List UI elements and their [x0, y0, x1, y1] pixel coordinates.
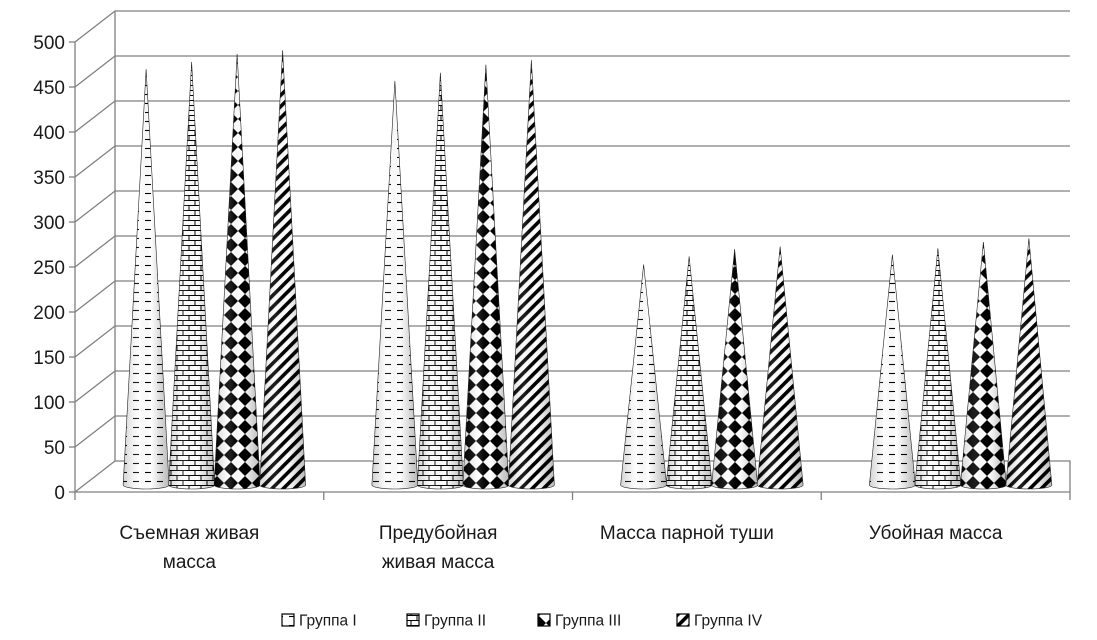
gridline — [74, 235, 1070, 268]
y-tick-label: 250 — [33, 258, 65, 279]
y-tick-label: 100 — [33, 393, 65, 414]
x-category-label-line: Убойная масса — [869, 523, 1003, 544]
x-category-label: Масса парной туши — [600, 523, 774, 544]
x-category-label-line: Съемная живая — [119, 523, 259, 544]
cone-bar — [756, 246, 804, 490]
cone-shading — [914, 248, 962, 490]
y-tick-label: 50 — [44, 438, 65, 459]
legend-label: Группа II — [424, 613, 486, 630]
legend-item: Группа I — [281, 613, 357, 630]
cone-shading — [508, 60, 555, 490]
legend-swatch — [281, 613, 295, 627]
cone-bar — [508, 60, 555, 490]
cone-bar — [213, 53, 261, 490]
cone-marks — [122, 50, 1053, 490]
gridline — [74, 145, 1070, 178]
legend-label: Группа I — [299, 613, 357, 630]
cone-bar — [711, 249, 758, 490]
cone-shading — [756, 246, 804, 490]
cone-bar — [620, 264, 667, 490]
y-tick-label: 350 — [33, 168, 65, 189]
cone-shading — [168, 61, 215, 490]
cone-bar — [665, 256, 713, 490]
legend-swatch — [406, 613, 420, 627]
cone-shading — [960, 241, 1007, 490]
y-axis-ticks: 0 50 100 150 200 250 300 350 400 450 500 — [33, 33, 1071, 504]
y-tick-label: 500 — [33, 33, 65, 54]
legend: Группа I Группа II Группа III Группа IV — [281, 613, 763, 630]
x-category-label-line: Масса парной туши — [600, 523, 774, 544]
gridline — [74, 10, 1070, 43]
cone-shading — [259, 50, 306, 490]
legend-label: Группа IV — [694, 613, 763, 630]
legend-swatch — [676, 613, 690, 627]
x-category-label-line: Предубойная — [379, 523, 498, 544]
y-tick-label: 450 — [33, 78, 65, 99]
x-category-label-line: живая масса — [382, 552, 495, 573]
x-category-label: Убойная масса — [869, 523, 1003, 544]
cone-bar — [371, 80, 419, 490]
gridline — [74, 100, 1070, 133]
gridline — [74, 55, 1070, 88]
cone-shading — [869, 254, 916, 490]
legend-item: Группа III — [537, 613, 621, 630]
cone-bar — [168, 61, 215, 490]
cone-shading — [213, 53, 261, 490]
y-tick-label: 150 — [33, 348, 65, 369]
cone-shading — [371, 80, 419, 490]
gridline — [74, 190, 1070, 223]
legend-label: Группа III — [555, 613, 621, 630]
cone-bar — [462, 64, 510, 490]
floor-outline — [74, 460, 1071, 493]
cone-bar — [869, 254, 916, 490]
y-tick-label: 200 — [33, 303, 65, 324]
x-axis-labels: Съемная живая масса Предубойная живая масса… — [119, 523, 1002, 573]
cone-bar — [914, 248, 962, 490]
cone-bar — [1005, 238, 1053, 490]
legend-item: Группа II — [406, 613, 486, 630]
y-tick-label: 400 — [33, 123, 65, 144]
cone-shading — [665, 256, 713, 490]
gridline — [74, 415, 1070, 448]
cone-bar — [960, 241, 1007, 490]
cone-shading — [122, 69, 170, 490]
legend-item: Группа IV — [676, 613, 763, 630]
legend-swatch — [537, 613, 551, 627]
gridline — [74, 280, 1070, 313]
x-category-label: Предубойная живая масса — [379, 523, 498, 573]
cone-shading — [462, 64, 510, 490]
x-category-label: Съемная живая масса — [119, 523, 259, 573]
y-tick-label: 0 — [54, 483, 65, 504]
cone-shading — [1005, 238, 1053, 490]
cone-shading — [711, 249, 758, 490]
cone-bar — [259, 50, 306, 490]
y-tick-label: 300 — [33, 213, 65, 234]
x-category-label-line: масса — [163, 552, 217, 573]
cone-shading — [620, 264, 667, 490]
gridline — [74, 370, 1070, 403]
cone-bar — [122, 69, 170, 490]
gridline — [74, 325, 1070, 358]
gridlines — [74, 10, 1070, 448]
